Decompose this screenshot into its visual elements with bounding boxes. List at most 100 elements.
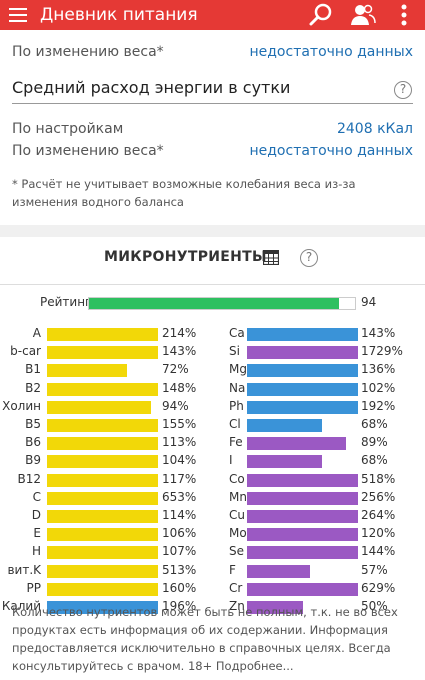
divider — [12, 103, 413, 104]
nutrient-bar — [247, 528, 358, 542]
nutrient-percent: 629% — [361, 580, 396, 595]
weight-change-row-top: По изменению веса* недостаточно данных — [12, 44, 413, 60]
nutrient-bar — [247, 400, 358, 414]
nutrient-percent: 89% — [361, 435, 388, 450]
nutrient-name: PP — [26, 580, 41, 595]
nutrient-percent: 214% — [162, 326, 197, 340]
nutrient-bar — [247, 582, 358, 596]
nutrient-percent: 117% — [162, 471, 197, 486]
nutrient-bar — [247, 564, 311, 578]
app-title: Дневник питания — [40, 5, 198, 25]
micronutrients-card: МИКРОНУТРИЕНТЫ ? Рейтинг 94 A 214% b-car 14… — [0, 237, 425, 680]
nutrient-bar — [247, 601, 303, 614]
nutrient-name: B9 — [25, 453, 41, 468]
nutrient-row-right: Mo 120% — [0, 526, 425, 542]
nutrient-row-left: B2 148% — [0, 381, 425, 397]
menu-icon[interactable] — [9, 8, 27, 22]
energy-title: Средний расход энергии в сутки — [12, 78, 291, 97]
nutrient-row-right: Se 144% — [0, 544, 425, 560]
nutrient-percent: 102% — [361, 380, 396, 395]
weight-energy-value: недостаточно данных — [249, 143, 413, 159]
nutrient-name: Fe — [229, 435, 243, 450]
micronutrients-help-icon[interactable]: ? — [300, 249, 318, 267]
nutrient-name: Ca — [229, 326, 245, 340]
nutrient-bar — [247, 510, 358, 523]
nutrient-row-left: H 107% — [0, 544, 425, 560]
nutrient-row-right: Na 102% — [0, 381, 425, 397]
nutrient-name: E — [33, 526, 41, 541]
nutrient-percent: 256% — [361, 489, 396, 504]
nutrient-row-left: B5 155% — [0, 417, 425, 433]
nutrient-row-left: вит.K 513% — [0, 563, 425, 579]
nutrient-name: Si — [229, 344, 240, 359]
nutrient-percent: 107% — [162, 544, 197, 559]
nutrient-row-right: Cr 629% — [0, 581, 425, 597]
nutrient-row-left: B6 113% — [0, 435, 425, 451]
nutrient-name: Mo — [229, 526, 247, 541]
nutrient-row-left: B12 117% — [0, 472, 425, 488]
nutrient-bar — [47, 510, 158, 523]
nutrient-percent: 1729% — [361, 344, 403, 359]
nutrient-bar — [47, 455, 158, 469]
nutrient-name: Mn — [229, 489, 247, 504]
nutrient-name: B6 — [25, 435, 41, 450]
nutrient-name: B12 — [17, 471, 41, 486]
nutrient-percent: 144% — [361, 544, 396, 559]
nutrient-percent: 143% — [162, 344, 197, 359]
nutrient-percent: 136% — [361, 362, 396, 377]
nutrient-row-left: Калий 196% — [0, 599, 425, 615]
nutrient-row-left: B1 72% — [0, 362, 425, 378]
rating-value: 94 — [361, 295, 377, 309]
energy-card: По изменению веса* недостаточно данных С… — [0, 30, 425, 225]
nutrient-row-left: C 653% — [0, 490, 425, 506]
nutrient-bar — [47, 364, 127, 378]
nutrient-bar — [47, 437, 158, 451]
settings-energy-row: По настройкам 2408 кКал — [12, 121, 413, 137]
nutrient-name: Zn — [229, 599, 245, 613]
nutrient-bar — [47, 528, 158, 542]
nutrient-row-right: Mg 136% — [0, 362, 425, 378]
nutrient-bar — [247, 546, 358, 560]
nutrient-bar — [47, 346, 158, 360]
nutrient-bar — [247, 419, 323, 432]
nutrient-percent: 513% — [162, 562, 197, 577]
nutrient-row-left: D 114% — [0, 508, 425, 524]
nutrient-percent: 196% — [162, 599, 197, 613]
nutrient-row-left: E 106% — [0, 526, 425, 542]
nutrient-name: Cr — [229, 580, 243, 595]
more-vert-icon[interactable] — [390, 2, 418, 28]
nutrient-bar — [247, 455, 323, 469]
users-icon[interactable] — [349, 2, 377, 28]
nutrient-percent: 72% — [162, 362, 189, 377]
search-icon[interactable] — [307, 2, 335, 28]
nutrient-row-left: A 214% — [0, 326, 425, 342]
nutrient-name: C — [32, 489, 41, 504]
nutrient-bar — [247, 382, 358, 396]
nutrient-name: I — [229, 453, 233, 468]
nutrient-bar — [47, 400, 152, 414]
nutrient-percent: 518% — [361, 471, 396, 486]
nutrient-percent: 653% — [162, 489, 197, 504]
nutrient-percent: 264% — [361, 508, 396, 522]
weight-change-label: По изменению веса* — [12, 44, 164, 60]
nutrient-bar — [247, 491, 358, 505]
nutrient-bar — [47, 601, 158, 614]
energy-help-icon[interactable]: ? — [394, 81, 412, 99]
nutrient-name: Cu — [229, 508, 245, 522]
nutrient-percent: 160% — [162, 580, 197, 595]
table-icon[interactable] — [263, 250, 279, 265]
nutrient-percent: 192% — [361, 398, 396, 413]
nutrient-row-right: Fe 89% — [0, 435, 425, 451]
nutrient-percent: 68% — [361, 453, 388, 468]
nutrient-row-right: Cl 68% — [0, 417, 425, 433]
nutrient-name: b-car — [10, 344, 41, 359]
nutrient-name: B2 — [25, 380, 41, 395]
nutrient-percent: 155% — [162, 417, 197, 431]
nutrient-bar — [247, 437, 346, 451]
nutrient-bar — [247, 473, 358, 487]
nutrient-bar — [247, 364, 358, 378]
nutrient-bar — [47, 582, 158, 596]
nutrient-row-left: B9 104% — [0, 453, 425, 469]
nutrient-percent: 50% — [361, 599, 388, 613]
nutrient-name: Mg — [229, 362, 247, 377]
